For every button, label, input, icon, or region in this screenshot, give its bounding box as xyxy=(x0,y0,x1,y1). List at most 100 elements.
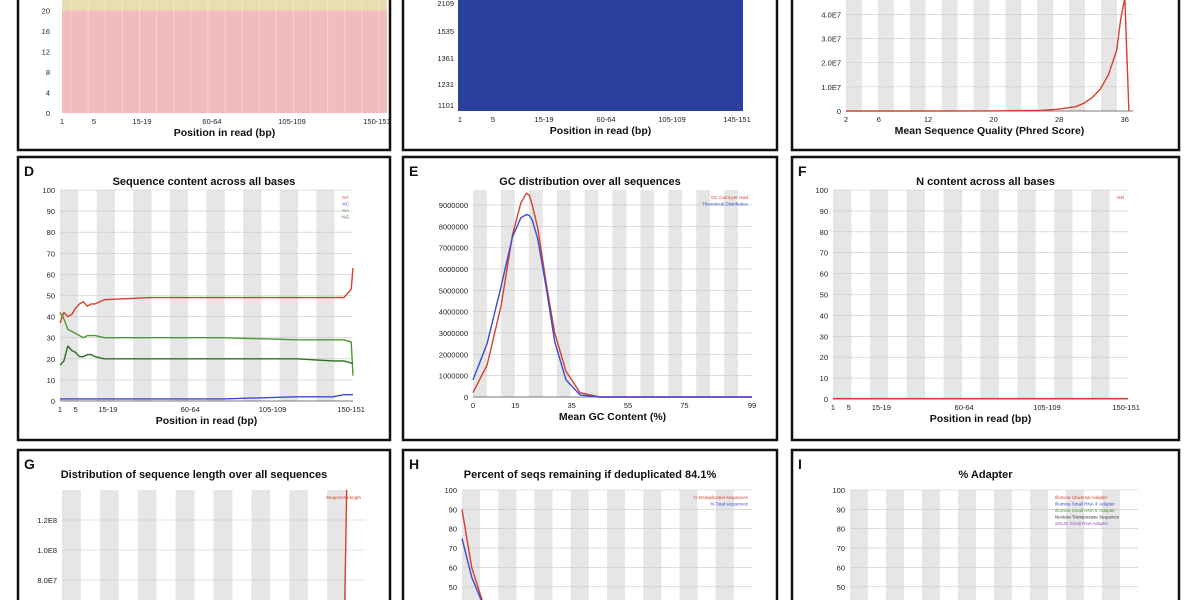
stripe-band xyxy=(668,190,683,397)
y-tick-label: 80 xyxy=(837,525,845,534)
x-axis-label: Position in read (bp) xyxy=(930,413,1032,425)
y-tick-label: 70 xyxy=(820,249,828,258)
series-line xyxy=(59,345,353,366)
stripe-band xyxy=(224,0,226,113)
x-tick-label: 150-151 xyxy=(363,117,391,126)
panel-1: 0 4 8 12 16 20 1 5 15-19 60-64 105-109 150-151 Posit… xyxy=(16,0,392,152)
y-tick-label: 0 xyxy=(46,109,50,118)
y-tick-label: 60 xyxy=(820,270,828,279)
stripe-band xyxy=(190,0,192,113)
y-tick-label: 4 xyxy=(46,88,50,97)
x-tick-label: 105-109 xyxy=(1033,403,1061,412)
x-tick-label: 99 xyxy=(748,401,756,410)
x-tick-label: 1 xyxy=(458,115,462,124)
stripe-band xyxy=(640,190,655,397)
stripe-band xyxy=(118,490,138,600)
x-tick-label: 145-151 xyxy=(723,115,751,124)
x-tick-label: 6 xyxy=(877,115,881,124)
panel-i: I% Adapter405060708090100Illumina Univer… xyxy=(790,448,1181,600)
y-tick-label: 90 xyxy=(47,207,55,216)
stripe-band xyxy=(462,490,481,600)
stripe-band xyxy=(1084,490,1102,600)
series-line xyxy=(461,538,482,600)
y-tick-label: 1231 xyxy=(437,80,454,89)
stripe-band xyxy=(498,490,517,600)
x-tick-label: 105-109 xyxy=(658,115,686,124)
x-tick-label: 60-64 xyxy=(596,115,615,124)
stripe-band xyxy=(1048,490,1066,600)
stripe-band xyxy=(80,490,100,600)
stripe-band xyxy=(104,0,106,113)
stripe-band xyxy=(62,490,81,600)
y-tick-label: 16 xyxy=(42,27,50,36)
stripe-band xyxy=(346,490,365,600)
stripe-band xyxy=(87,0,89,113)
stripe-band xyxy=(1037,0,1054,111)
stripe-band xyxy=(289,490,309,600)
y-tick-label: 1.2E8 xyxy=(37,516,57,525)
x-tick-label: 1 xyxy=(60,117,64,126)
legend-label: %C xyxy=(342,202,350,207)
y-tick-label: 70 xyxy=(837,544,845,553)
legend-label: SOLID Small RNA Adapter xyxy=(1055,521,1109,526)
x-axis-label: Position in read (bp) xyxy=(550,125,652,137)
x-tick-label: 5 xyxy=(74,405,78,414)
legend-label: %A xyxy=(342,208,349,213)
y-tick-label: 60 xyxy=(837,563,845,572)
y-tick-label: 60 xyxy=(449,563,457,572)
stripe-band xyxy=(361,0,363,113)
x-tick-label: 105-109 xyxy=(278,117,306,126)
y-tick-label: 1000000 xyxy=(439,372,468,381)
chart-title: Distribution of sequence length over all… xyxy=(61,469,328,481)
y-tick-label: 0 xyxy=(464,393,468,402)
stripe-band xyxy=(514,190,529,397)
panel-letter: E xyxy=(409,163,418,179)
x-tick-label: 60-64 xyxy=(181,405,200,414)
panel-letter: I xyxy=(798,456,802,472)
y-tick-label: 20 xyxy=(820,353,828,362)
stripe-band xyxy=(251,490,271,600)
x-tick-label: 12 xyxy=(924,115,932,124)
panel-g: G Distribution of sequence length over al… xyxy=(16,448,392,600)
stripe-band xyxy=(258,0,260,113)
y-tick-label: 90 xyxy=(820,207,828,216)
stripe-band xyxy=(1101,0,1118,111)
panel-f: F N content across all bases 0 10 20 30 40 50 60… xyxy=(790,155,1181,442)
y-tick-label: 10 xyxy=(820,374,828,383)
series-line xyxy=(472,192,752,398)
stripe-band xyxy=(625,490,644,600)
x-tick-label: 28 xyxy=(1055,115,1063,124)
y-tick-label: 2000000 xyxy=(439,350,468,359)
stripe-band xyxy=(643,490,662,600)
stripe-band xyxy=(275,0,277,113)
panel-letter: D xyxy=(24,163,34,179)
panel-2: 2109 1535 1361 1231 1101 1 5 15-19 60-64 105-109 1… xyxy=(401,0,779,152)
x-axis-label: Position in read (bp) xyxy=(174,127,276,139)
stripe-band xyxy=(925,0,942,111)
y-tick-label: 50 xyxy=(837,583,845,592)
series-line xyxy=(59,268,354,324)
x-tick-label: 5 xyxy=(847,403,851,412)
y-tick-label: 1361 xyxy=(437,54,454,63)
stripe-band xyxy=(909,0,926,111)
quality-band-poor xyxy=(62,10,387,113)
panel-e: E GC distribution over all sequences 0 1000… xyxy=(401,155,779,442)
stripe-band xyxy=(850,490,868,600)
series-line xyxy=(60,394,353,400)
stripe-band xyxy=(584,190,599,397)
stripe-band xyxy=(904,490,922,600)
stripe-band xyxy=(738,190,752,397)
y-tick-label: 30 xyxy=(820,332,828,341)
stripe-band xyxy=(1085,0,1102,111)
y-tick-label: 8 xyxy=(46,68,50,77)
stripe-band xyxy=(626,190,641,397)
stripe-band xyxy=(973,0,990,111)
y-tick-label: 0 xyxy=(824,395,828,404)
stripe-band xyxy=(1030,490,1048,600)
y-tick-label: 9000000 xyxy=(439,201,468,210)
series-line xyxy=(461,509,483,600)
stripe-band xyxy=(308,490,328,600)
quality-band-reasonable xyxy=(62,0,387,11)
chart-title: Percent of seqs remaining if deduplicate… xyxy=(464,469,717,481)
stripe-band xyxy=(194,490,214,600)
